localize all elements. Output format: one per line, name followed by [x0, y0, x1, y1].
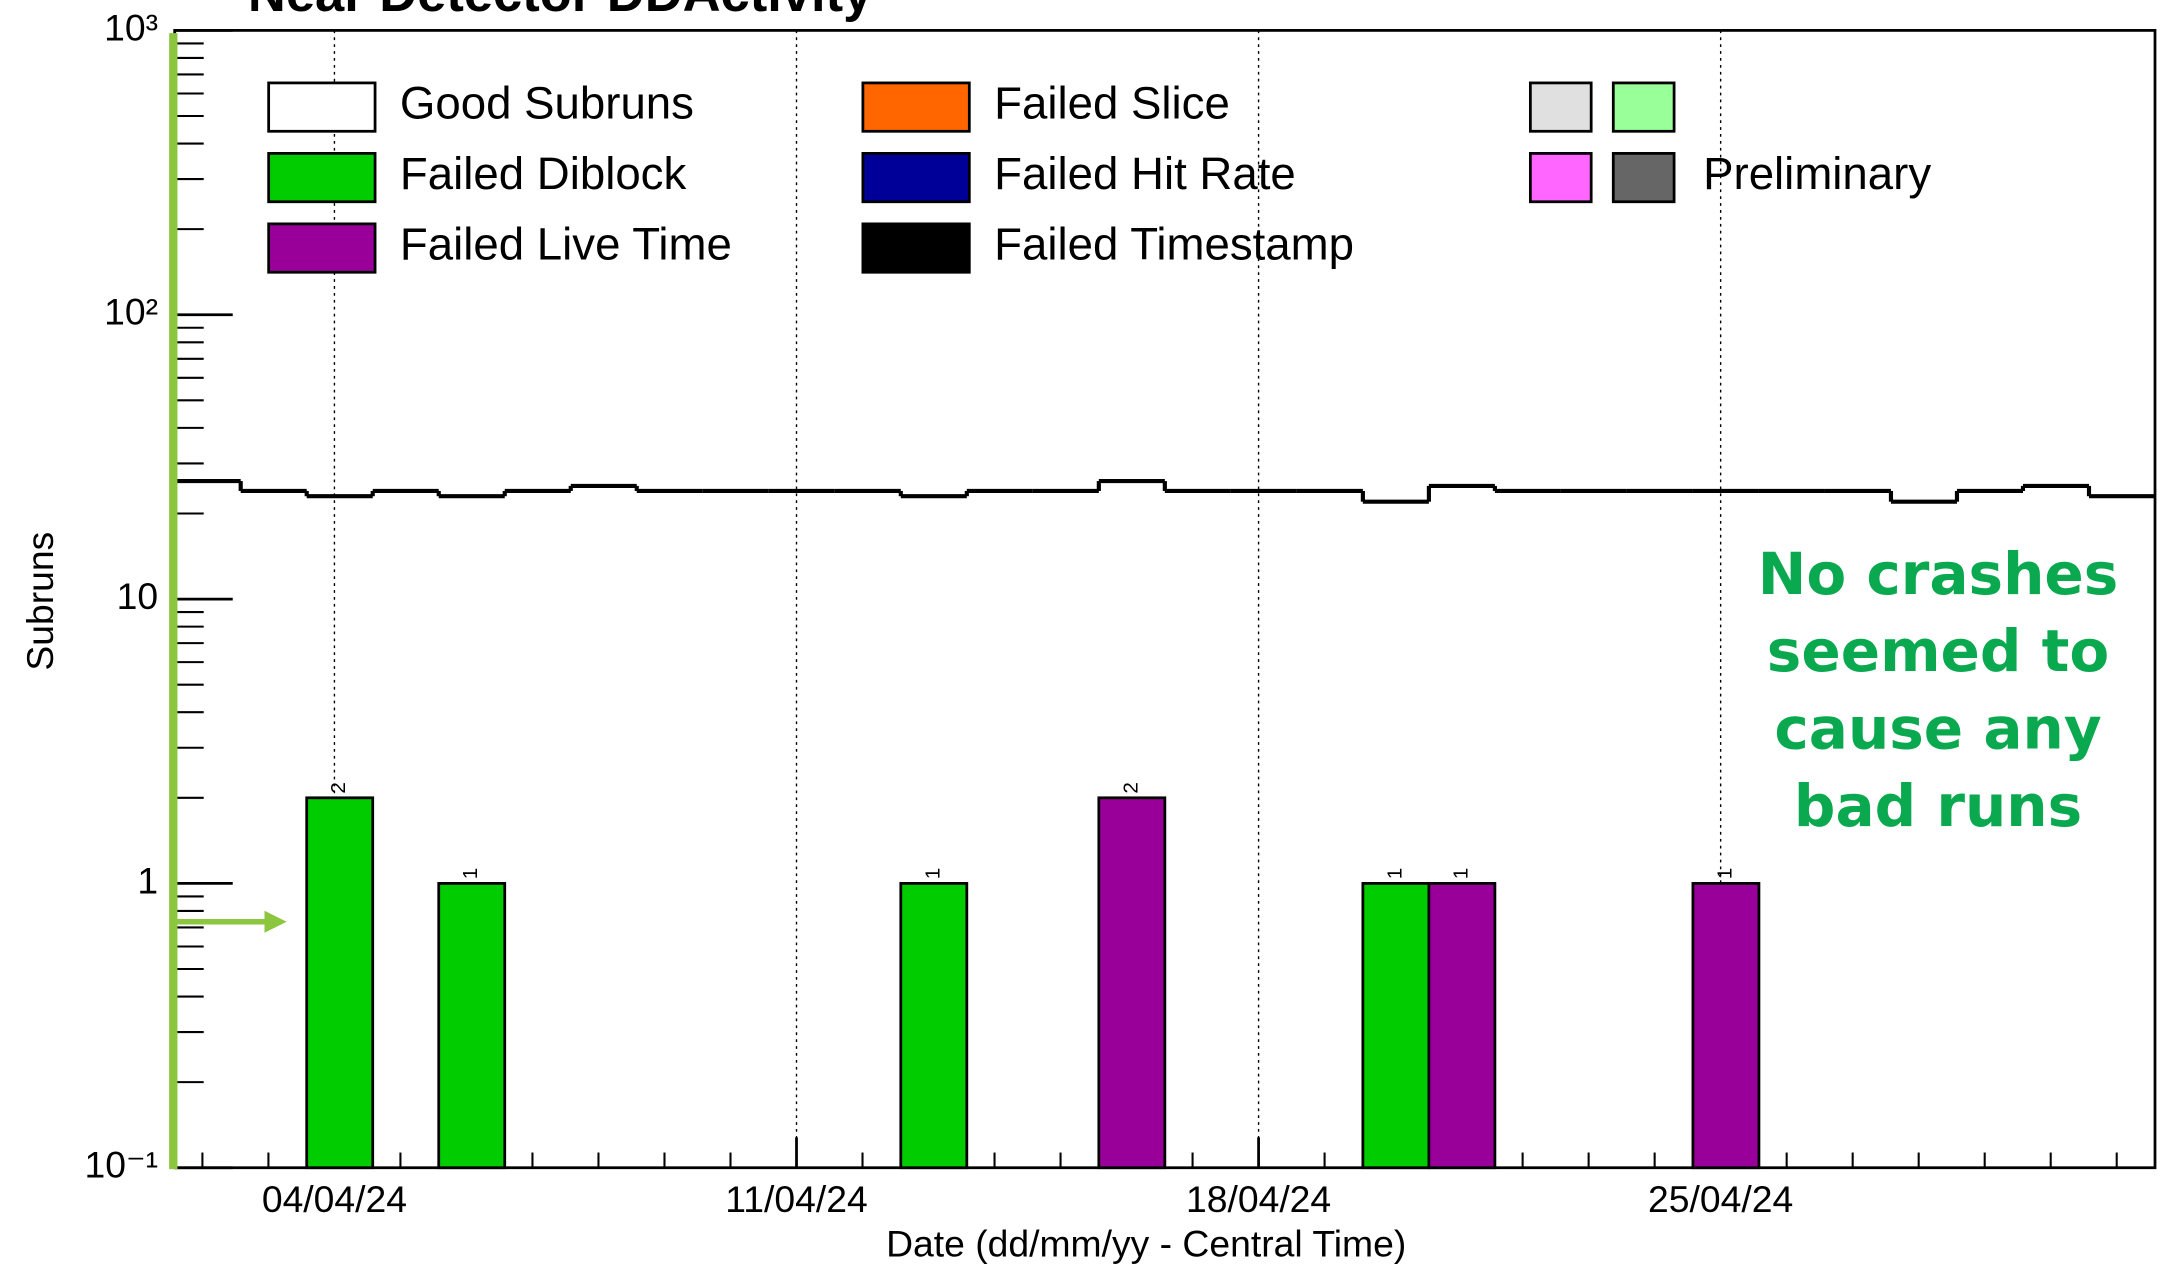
bar: [305, 796, 375, 1170]
value-label: 1: [459, 868, 482, 880]
legend-label: Good Subruns: [400, 77, 694, 128]
legend-label: Failed Live Time: [400, 218, 732, 269]
y-tick-label: 1: [137, 859, 158, 901]
legend-swatch: [267, 152, 377, 204]
annotation: cause any: [1774, 695, 2101, 763]
legend-swatch: [861, 152, 971, 204]
annotation: bad runs: [1794, 772, 2082, 840]
legend-label: Failed Hit Rate: [994, 148, 1296, 199]
bar: [1361, 882, 1431, 1170]
bar: [899, 882, 969, 1170]
legend-swatch: [861, 81, 971, 133]
legend-swatch: [1611, 152, 1676, 204]
legend-label: Failed Timestamp: [994, 218, 1354, 269]
bar: [1427, 882, 1497, 1170]
legend-swatch: [1528, 152, 1593, 204]
bar: [437, 882, 507, 1170]
x-tick-label: 18/04/24: [1186, 1178, 1331, 1220]
value-label: 1: [1383, 868, 1406, 880]
y-tick-label: 10³: [104, 6, 158, 48]
value-label: 1: [1449, 868, 1472, 880]
legend-swatch: [267, 222, 377, 274]
annotation: No crashes: [1758, 540, 2119, 608]
x-tick-label: 25/04/24: [1648, 1178, 1793, 1220]
arrow-head: [264, 910, 287, 933]
legend-swatch: [861, 222, 971, 274]
value-label: 1: [1713, 868, 1736, 880]
bar: [1097, 796, 1167, 1170]
y-axis-label: Subruns: [19, 532, 61, 671]
x-tick-label: 04/04/24: [262, 1178, 407, 1220]
y-tick-label: 10²: [104, 291, 158, 333]
bar: [1691, 882, 1761, 1170]
legend-label: Failed Slice: [994, 77, 1230, 128]
y-tick-label: 10: [117, 575, 158, 617]
annotation: seemed to: [1767, 617, 2109, 685]
value-label: 2: [1119, 782, 1142, 794]
legend-swatch: [1528, 81, 1593, 133]
x-axis-label: Date (dd/mm/yy - Central Time): [886, 1222, 1406, 1264]
legend-swatch: [267, 81, 377, 133]
legend-label: Preliminary: [1703, 148, 1931, 199]
legend-swatch: [1611, 81, 1676, 133]
legend-label: Failed Diblock: [400, 148, 687, 199]
y-tick-label: 10⁻¹: [85, 1144, 159, 1186]
value-label: 1: [921, 868, 944, 880]
value-label: 2: [327, 782, 350, 794]
chart-title: Near Detector DDActivity: [248, 0, 872, 23]
x-tick-label: 11/04/24: [725, 1178, 867, 1220]
